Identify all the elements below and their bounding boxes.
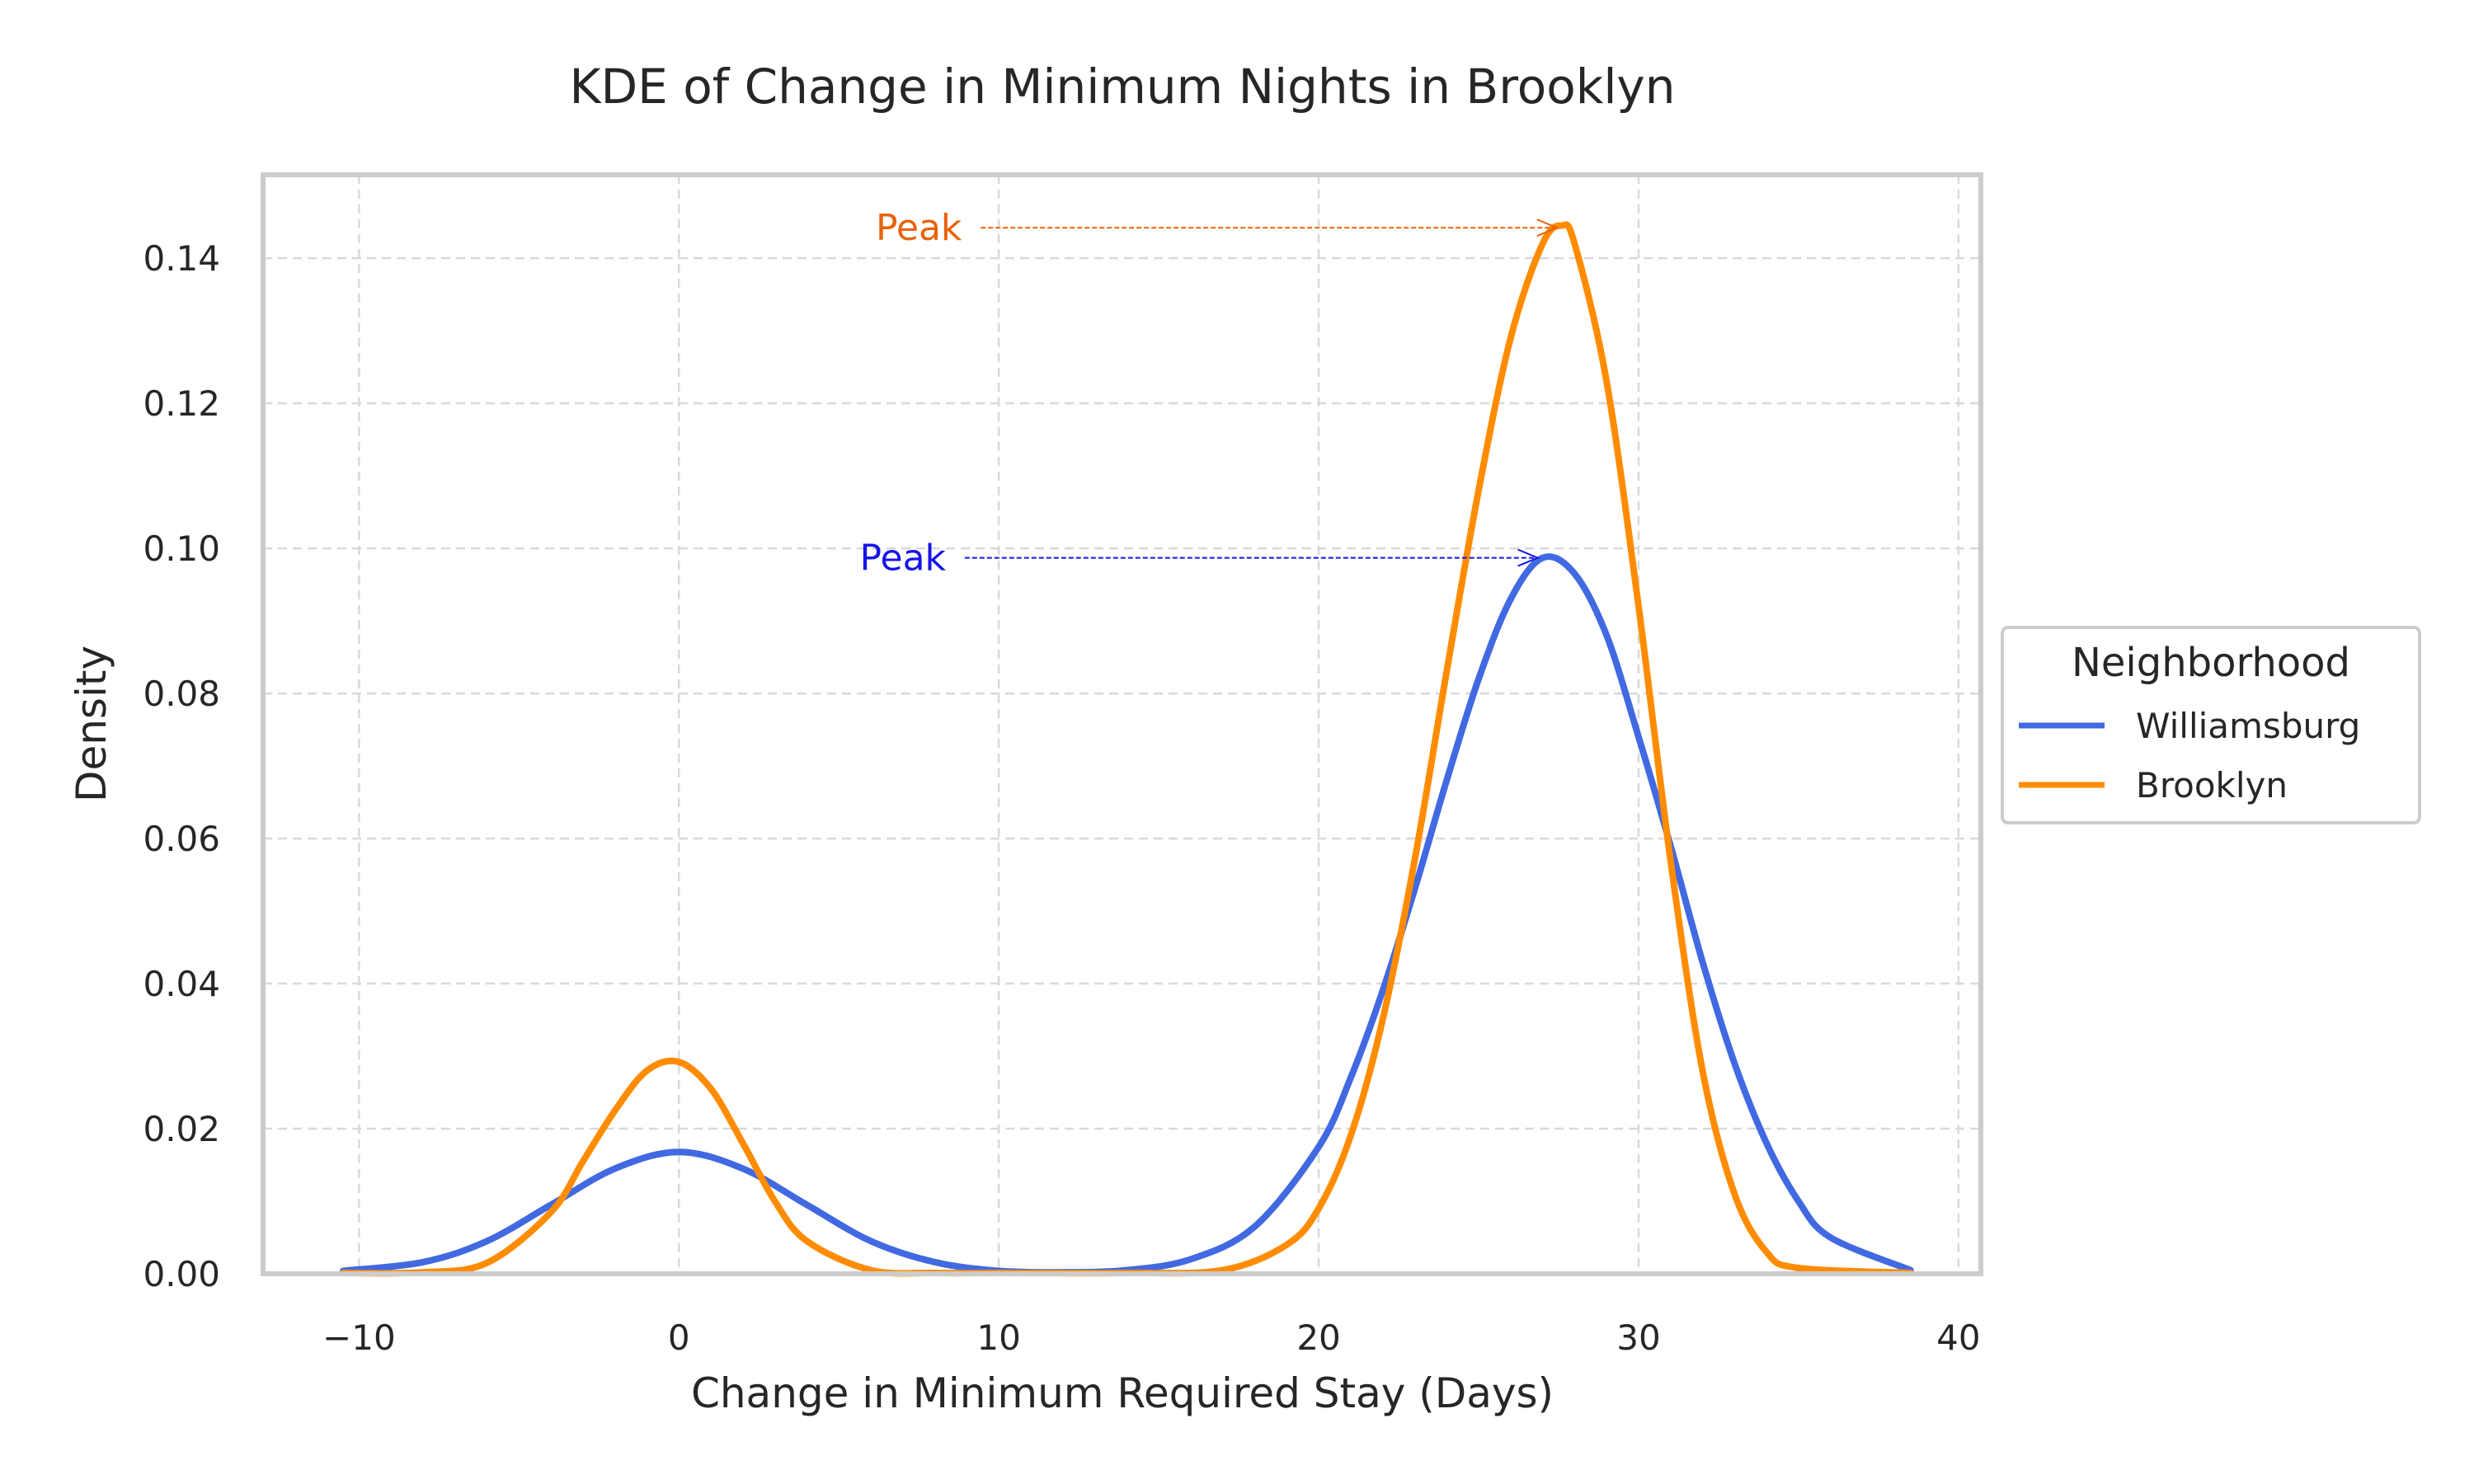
legend-label-williamsburg: Williamsburg	[2136, 706, 2360, 746]
y-tick-label: 0.10	[143, 528, 220, 569]
series-line-williamsburg	[340, 553, 1914, 1276]
y-tick-label: 0.04	[143, 964, 220, 1004]
y-tick-label: 0.02	[143, 1109, 220, 1149]
annotation-layer: Peak Peak	[860, 207, 1559, 580]
peak-annotation-label: Peak	[860, 538, 947, 580]
x-axis-title: Change in Minimum Required Stay (Days)	[691, 1369, 1554, 1417]
x-tick-label: −10	[322, 1317, 396, 1358]
grid	[263, 175, 1981, 1275]
legend-title: Neighborhood	[2072, 640, 2350, 686]
y-tick-label: 0.12	[143, 383, 220, 424]
y-tick-label: 0.14	[143, 238, 220, 279]
x-tick-label: 20	[1296, 1317, 1340, 1358]
x-tick-label: 30	[1616, 1317, 1660, 1358]
series-line-brooklyn	[340, 221, 1914, 1277]
y-tick-label: 0.00	[143, 1254, 220, 1294]
y-axis: 0.00 0.02 0.04 0.06 0.08 0.10 0.12 0.14	[143, 238, 220, 1294]
x-tick-label: 10	[976, 1317, 1020, 1358]
chart-title: KDE of Change in Minimum Nights in Brook…	[569, 59, 1675, 115]
plot-frame	[261, 172, 1983, 1276]
y-axis-title: Density	[68, 646, 115, 802]
y-tick-label: 0.06	[143, 819, 220, 859]
legend-box	[2001, 626, 2421, 824]
peak-annotation-label: Peak	[876, 207, 962, 249]
y-tick-label: 0.08	[143, 674, 220, 714]
peak-annotation-arrowhead	[1517, 548, 1540, 567]
legend: Neighborhood Williamsburg Brooklyn	[2001, 626, 2421, 824]
series-layer	[340, 221, 1914, 1277]
peak-annotation-arrowhead	[1536, 218, 1559, 237]
x-axis: −10 0 10 20 30 40	[322, 1317, 1981, 1358]
x-tick-label: 0	[668, 1317, 690, 1358]
legend-label-brooklyn: Brooklyn	[2136, 765, 2288, 805]
x-tick-label: 40	[1936, 1317, 1980, 1358]
